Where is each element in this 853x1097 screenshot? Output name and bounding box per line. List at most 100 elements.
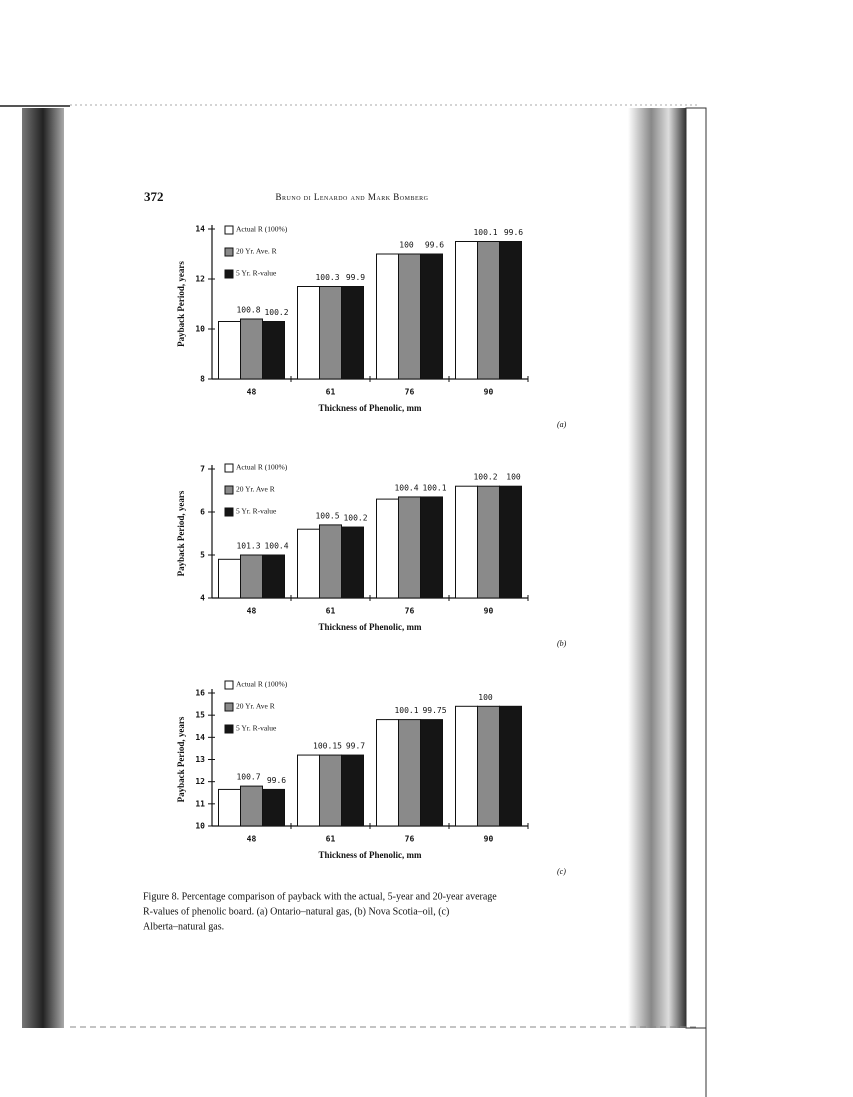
legend-swatch	[224, 247, 234, 257]
x-axis-label: Thickness of Phenolic, mm	[318, 403, 422, 413]
legend-label: 20 Yr. Ave R	[236, 702, 275, 711]
bar	[477, 485, 500, 599]
legend-swatch	[224, 463, 234, 473]
bar	[297, 286, 320, 380]
legend-swatch	[224, 680, 234, 690]
bar-annotation: 100.15	[313, 742, 342, 751]
bar-annotation: 100.1	[473, 228, 497, 237]
y-tick-label: 4	[200, 594, 205, 603]
bar	[262, 554, 285, 599]
bar	[297, 754, 320, 827]
bar-annotation: 100.1	[422, 483, 446, 492]
bar	[218, 558, 241, 599]
y-tick-label: 10	[195, 325, 205, 334]
caption: Figure 8. Percentage comparison of payba…	[143, 891, 497, 902]
bar-annotation: 100.2	[264, 308, 288, 317]
bar-annotation: 99.75	[422, 706, 446, 715]
bar-annotation: 100	[478, 693, 493, 702]
bar-annotation: 100.2	[473, 473, 497, 482]
x-tick-label: 61	[326, 835, 336, 844]
bar-annotation: 100.1	[394, 706, 418, 715]
bar	[455, 705, 478, 827]
bar	[420, 719, 443, 827]
page-shadow	[628, 108, 686, 1028]
chart-tag: (b)	[557, 639, 567, 648]
bar	[341, 286, 364, 380]
bar	[319, 754, 342, 827]
y-tick-label: 6	[200, 508, 205, 517]
x-tick-label: 48	[247, 835, 257, 844]
bar-annotation: 101.3	[236, 542, 260, 551]
bar	[420, 253, 443, 380]
bar	[262, 788, 285, 827]
y-tick-label: 16	[195, 689, 205, 698]
bar	[240, 785, 263, 827]
bar-annotation: 100	[506, 473, 521, 482]
bar	[376, 719, 399, 827]
y-tick-label: 13	[195, 755, 205, 764]
page-edge	[0, 105, 70, 107]
bar	[262, 321, 285, 380]
legend-swatch	[224, 724, 234, 734]
bar	[240, 318, 263, 380]
bar	[218, 788, 241, 827]
legend-swatch	[224, 702, 234, 712]
y-tick-label: 14	[195, 225, 205, 234]
bar-annotation: 99.6	[504, 228, 523, 237]
bar-annotation: 100.5	[315, 511, 339, 520]
legend-label: 5 Yr. R-value	[236, 507, 277, 516]
bar	[341, 526, 364, 599]
legend-swatch	[224, 225, 234, 235]
bar	[477, 705, 500, 827]
next-page	[685, 107, 707, 1029]
x-tick-label: 76	[405, 607, 415, 616]
bar	[455, 241, 478, 380]
bar-annotation: 99.9	[346, 273, 365, 282]
bar	[240, 554, 263, 599]
legend-label: 20 Yr. Ave R	[236, 485, 275, 494]
x-tick-label: 48	[247, 607, 257, 616]
x-tick-label: 48	[247, 388, 257, 397]
chart-tag: (c)	[557, 867, 566, 876]
bar	[297, 528, 320, 599]
x-tick-label: 90	[484, 607, 494, 616]
bar-annotation: 100.4	[394, 483, 418, 492]
legend-label: 20 Yr. Ave. R	[236, 247, 277, 256]
binding-shadow	[22, 108, 64, 1028]
bar-annotation: 100.2	[343, 514, 367, 523]
bar	[218, 321, 241, 380]
bar	[420, 496, 443, 599]
y-tick-label: 5	[200, 551, 205, 560]
bar-annotation: 99.6	[425, 241, 444, 250]
legend-label: Actual R (100%)	[236, 463, 288, 472]
bar	[499, 485, 522, 599]
x-tick-label: 76	[405, 388, 415, 397]
y-axis-label: Payback Period, years	[176, 261, 186, 347]
bar-annotation: 100.3	[315, 273, 339, 282]
y-tick-label: 8	[200, 375, 205, 384]
bar-annotation: 100.8	[236, 306, 260, 315]
y-tick-label: 15	[195, 711, 205, 720]
x-tick-label: 90	[484, 835, 494, 844]
bar	[499, 241, 522, 380]
caption: Alberta–natural gas.	[143, 921, 224, 932]
bar-annotation: 100	[399, 241, 414, 250]
y-tick-label: 14	[195, 733, 205, 742]
legend-swatch	[224, 269, 234, 279]
chart-tag: (a)	[557, 420, 567, 429]
bar	[455, 485, 478, 599]
bar-annotation: 100.7	[236, 773, 260, 782]
bar	[398, 719, 421, 827]
bar	[398, 253, 421, 380]
bar	[398, 496, 421, 599]
bar-annotation: 99.7	[346, 742, 365, 751]
caption: R-values of phenolic board. (a) Ontario–…	[143, 906, 449, 917]
bar	[376, 253, 399, 380]
x-tick-label: 61	[326, 607, 336, 616]
x-tick-label: 61	[326, 388, 336, 397]
x-tick-label: 90	[484, 388, 494, 397]
legend-label: 5 Yr. R-value	[236, 269, 277, 278]
legend-swatch	[224, 485, 234, 495]
bar	[499, 705, 522, 827]
